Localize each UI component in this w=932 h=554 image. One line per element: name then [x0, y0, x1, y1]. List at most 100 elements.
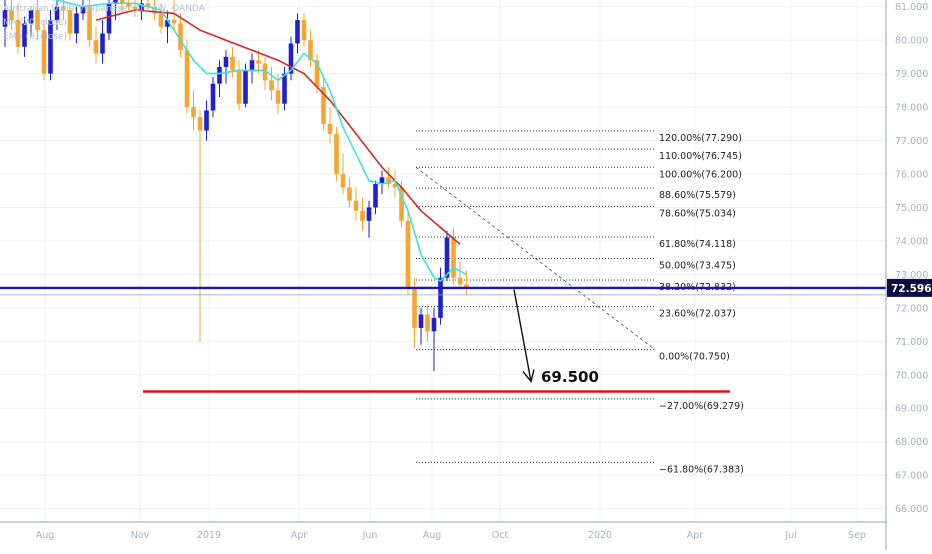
- x-tick-label: Aug: [423, 530, 442, 541]
- candle-body: [373, 184, 378, 208]
- candle-body: [165, 20, 170, 27]
- candle-body: [9, 10, 14, 21]
- candle-body: [353, 200, 359, 211]
- candle-body: [412, 287, 417, 328]
- x-tick-label: Sep: [848, 530, 866, 541]
- grid-layer: [0, 0, 886, 522]
- y-tick-label: 77.000: [895, 136, 928, 147]
- chart-legend: Australian Dollar / Japanese Yen, 1W, OA…: [3, 2, 205, 44]
- candle-body: [457, 277, 463, 285]
- candle-body: [28, 10, 34, 24]
- candle-body: [301, 20, 307, 41]
- x-tick-label: Oct: [492, 530, 509, 541]
- candle-body: [451, 237, 456, 278]
- candle-body: [113, 0, 118, 4]
- y-tick-label: 76.000: [895, 170, 928, 181]
- x-tick-label: Jul: [784, 530, 796, 541]
- candle-body: [288, 43, 294, 74]
- candle-body: [405, 220, 411, 288]
- candle-body: [282, 73, 287, 104]
- y-tick-label: 68.000: [895, 437, 928, 448]
- legend-ema: EMA (8, close): [3, 32, 68, 42]
- candle-body: [334, 133, 339, 174]
- legend-ma: MA (20, close): [3, 18, 68, 28]
- candle-body: [54, 6, 60, 21]
- candle-body: [100, 33, 105, 54]
- fib-trend-line[interactable]: [415, 166, 656, 350]
- annotations[interactable]: 72.596 69.500: [0, 278, 932, 393]
- y-tick-label: 78.000: [895, 103, 928, 114]
- candle-body: [106, 3, 112, 34]
- candle-body: [392, 184, 398, 188]
- candle-body: [132, 6, 138, 11]
- candle-body: [210, 83, 216, 111]
- price-badge-label: 72.596: [891, 283, 932, 295]
- candle-body: [171, 20, 177, 24]
- candle-body: [360, 210, 365, 221]
- x-tick-label: Nov: [131, 530, 150, 541]
- candle-body: [93, 40, 99, 54]
- arrow-shaft: [513, 289, 532, 382]
- fib-level-label: 78.60%(75.034): [659, 208, 736, 219]
- fib-level-label: 23.60%(72.037): [659, 309, 736, 320]
- candle-body: [379, 177, 385, 185]
- y-tick-label: 67.000: [895, 471, 928, 482]
- candle-body: [431, 317, 437, 332]
- candle-body: [67, 10, 73, 34]
- price-badge: [887, 278, 932, 297]
- fib-level-label: 88.60%(75.579): [659, 190, 736, 201]
- candle-body: [249, 60, 255, 71]
- fib-level-label: −27.00%(69.279): [659, 401, 744, 412]
- y-tick-label: 66.000: [895, 504, 928, 515]
- target-label: 69.500: [541, 368, 599, 386]
- candle-body: [438, 277, 443, 318]
- candle-body: [204, 110, 209, 131]
- candle-body: [217, 66, 222, 84]
- candle-body: [126, 3, 131, 7]
- y-tick-label: 71.000: [895, 337, 928, 348]
- y-tick-label: 69.000: [895, 404, 928, 415]
- candle-body: [243, 70, 248, 104]
- candles: [2, 0, 469, 372]
- candle-body: [269, 80, 274, 91]
- y-tick-label: 75.000: [895, 203, 928, 214]
- candle-body: [22, 23, 27, 47]
- candle-body: [15, 20, 21, 47]
- fib-level-label: 0.00%(70.750): [659, 352, 730, 363]
- candle-body: [275, 90, 281, 104]
- candle-body: [197, 117, 203, 131]
- y-tick-label: 80.000: [895, 36, 928, 47]
- candle-body: [48, 20, 53, 74]
- x-tick-label: Aug: [36, 530, 55, 541]
- candle-body: [119, 0, 125, 4]
- arrow-head: [522, 369, 535, 384]
- candle-body: [230, 56, 235, 71]
- fib-level-label: 110.00%(76.745): [659, 151, 742, 162]
- candle-body: [308, 40, 313, 61]
- legend-symbol: Australian Dollar / Japanese Yen, 1W, OA…: [3, 4, 205, 14]
- indicators: [50, 0, 467, 282]
- candle-body: [347, 187, 352, 201]
- y-tick-label: 81.000: [895, 2, 928, 13]
- candle-body: [74, 13, 79, 34]
- candle-body: [295, 20, 300, 44]
- y-tick-label: 72.000: [895, 303, 928, 314]
- candle-body: [262, 63, 268, 81]
- candle-body: [321, 87, 326, 124]
- candle-body: [178, 23, 183, 51]
- candle-body: [236, 70, 242, 104]
- y-tick-label: 70.000: [895, 370, 928, 381]
- candle-body: [2, 10, 8, 27]
- candle-body: [464, 284, 469, 288]
- y-tick-label: 74.000: [895, 236, 928, 247]
- candle-body: [139, 3, 144, 11]
- candle-body: [418, 314, 424, 328]
- candle-body: [340, 174, 346, 188]
- fib-level-label: 61.80%(74.118): [659, 239, 736, 250]
- candle-body: [191, 107, 196, 118]
- candle-body: [41, 30, 47, 74]
- x-tick-label: Jun: [362, 530, 378, 541]
